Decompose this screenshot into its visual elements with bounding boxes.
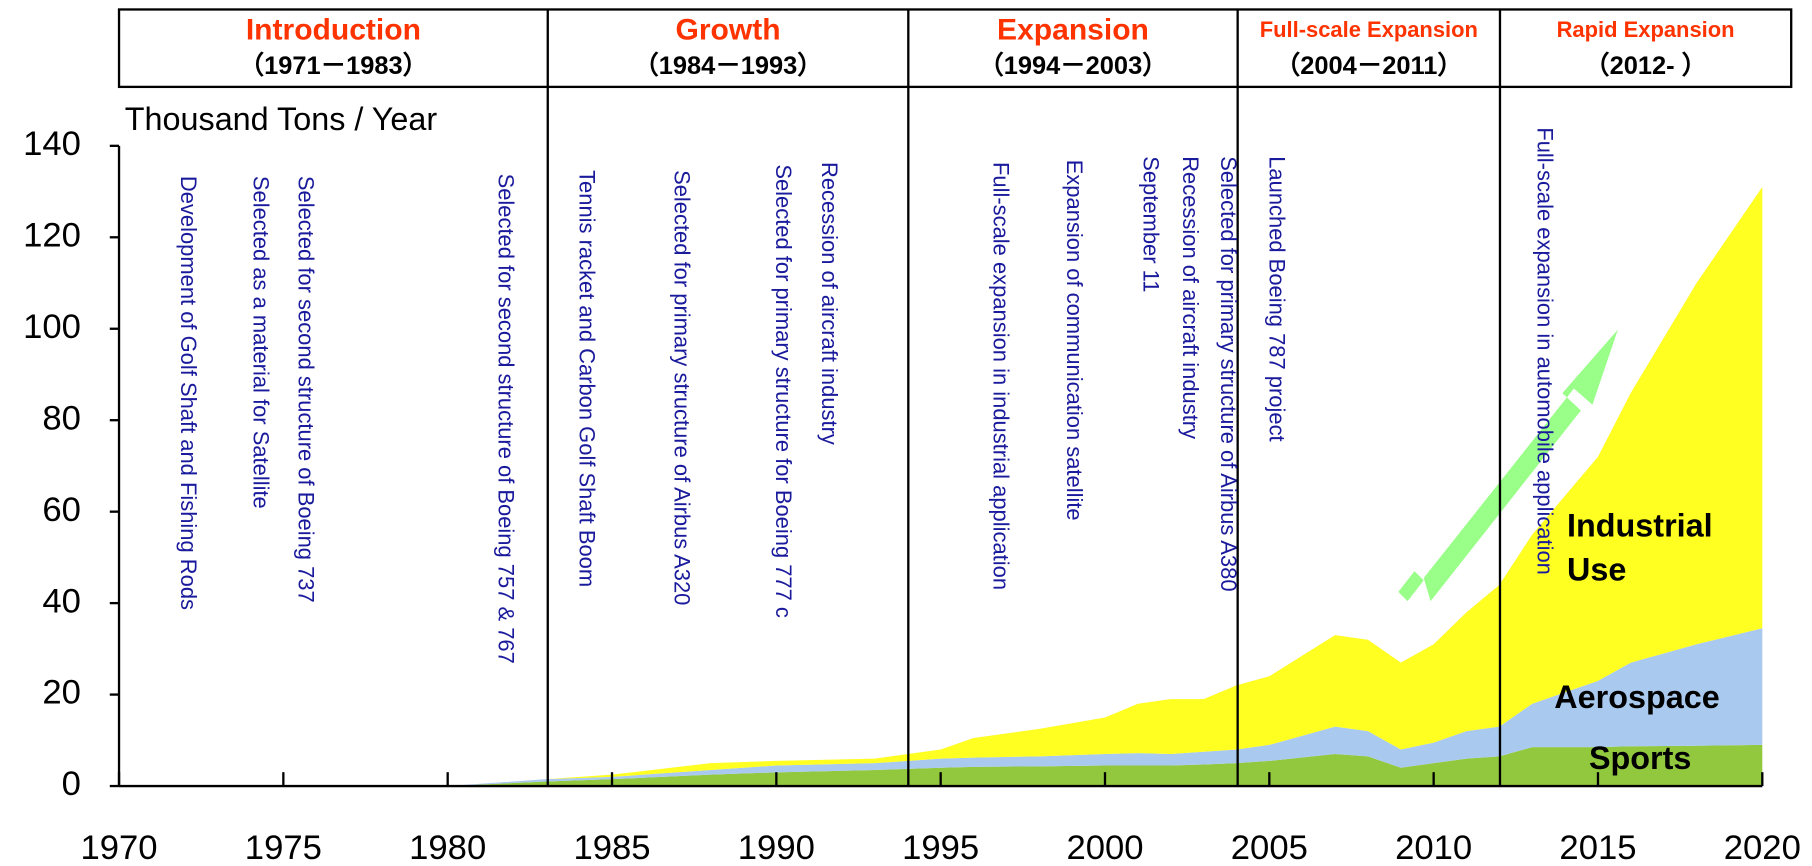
annotation: Full-scale expansion in industrial appli… xyxy=(988,162,1013,590)
y-tick-label: 0 xyxy=(62,765,81,803)
y-tick-label: 20 xyxy=(42,674,81,712)
y-tick-label: 100 xyxy=(23,308,81,346)
y-tick-label: 140 xyxy=(23,125,81,163)
annotation: Selected for second structure of Boeing … xyxy=(494,174,519,664)
y-tick-label: 60 xyxy=(42,491,81,529)
phase-name: Full-scale Expansion xyxy=(1260,17,1478,42)
x-tick-label: 2005 xyxy=(1231,829,1308,866)
x-tick-label: 1995 xyxy=(902,829,979,866)
trend-arrow xyxy=(1423,329,1618,602)
y-tick-label: 120 xyxy=(23,216,81,254)
phase-header xyxy=(117,8,1793,89)
y-tick-label: 40 xyxy=(42,582,81,620)
phase-range: （2012- ） xyxy=(1584,51,1707,80)
annotation: Full-scale expansion in automobile appli… xyxy=(1533,127,1558,575)
phase-name: Growth xyxy=(675,13,780,46)
annotation: Selected as a material for Satellite xyxy=(249,176,274,509)
y-axis-label: Thousand Tons / Year xyxy=(125,101,438,137)
annotation: Recession of aircraft industry xyxy=(817,162,842,445)
phase-name: Expansion xyxy=(997,13,1149,46)
x-tick-label: 1985 xyxy=(573,829,650,866)
series-label: Industrial Use xyxy=(1567,507,1713,588)
y-tick-label: 80 xyxy=(42,399,81,437)
phase-name: Introduction xyxy=(246,13,421,46)
x-tick-label: 2020 xyxy=(1724,829,1801,866)
x-tick-label: 1970 xyxy=(80,829,157,866)
annotation: Expansion of communication satellite xyxy=(1062,160,1087,521)
x-tick-label: 2000 xyxy=(1066,829,1143,866)
trend-arrow-dash xyxy=(1398,571,1424,602)
phase-range: （1984－1993） xyxy=(633,51,822,80)
annotation: Tennis racket and Carbon Golf Shaft Boom xyxy=(575,170,600,587)
x-tick-label: 2010 xyxy=(1395,829,1472,866)
annotation: Recession of aircraft industry xyxy=(1178,156,1203,439)
x-tick-label: 1975 xyxy=(245,829,322,866)
x-tick-label: 2015 xyxy=(1559,829,1636,866)
series-label-box: Industrial Use xyxy=(1567,507,1713,588)
phase-name: Rapid Expansion xyxy=(1557,17,1735,42)
phase-range: （2004－2011） xyxy=(1275,51,1463,80)
annotation: Launched Boeing 787 project xyxy=(1264,156,1289,441)
series-label: Sports xyxy=(1589,740,1691,776)
phase-range: （1971－1983） xyxy=(239,51,428,80)
annotation: Selected for second structure of Boeing … xyxy=(294,176,319,603)
annotation: Selected for primary structure of Airbus… xyxy=(669,170,694,605)
x-tick-label: 1980 xyxy=(409,829,486,866)
annotation: September 11 xyxy=(1138,156,1163,292)
x-tick-label: 1990 xyxy=(738,829,815,866)
series-label: Aerospace xyxy=(1554,679,1719,715)
annotation: Development of Golf Shaft and Fishing Ro… xyxy=(176,176,201,610)
annotation: Selected for primary structure of Airbus… xyxy=(1216,156,1241,591)
area xyxy=(447,628,1763,787)
phase-range: （1994－2003） xyxy=(978,51,1167,80)
annotation: Selected for primary structure for Boein… xyxy=(771,164,796,618)
